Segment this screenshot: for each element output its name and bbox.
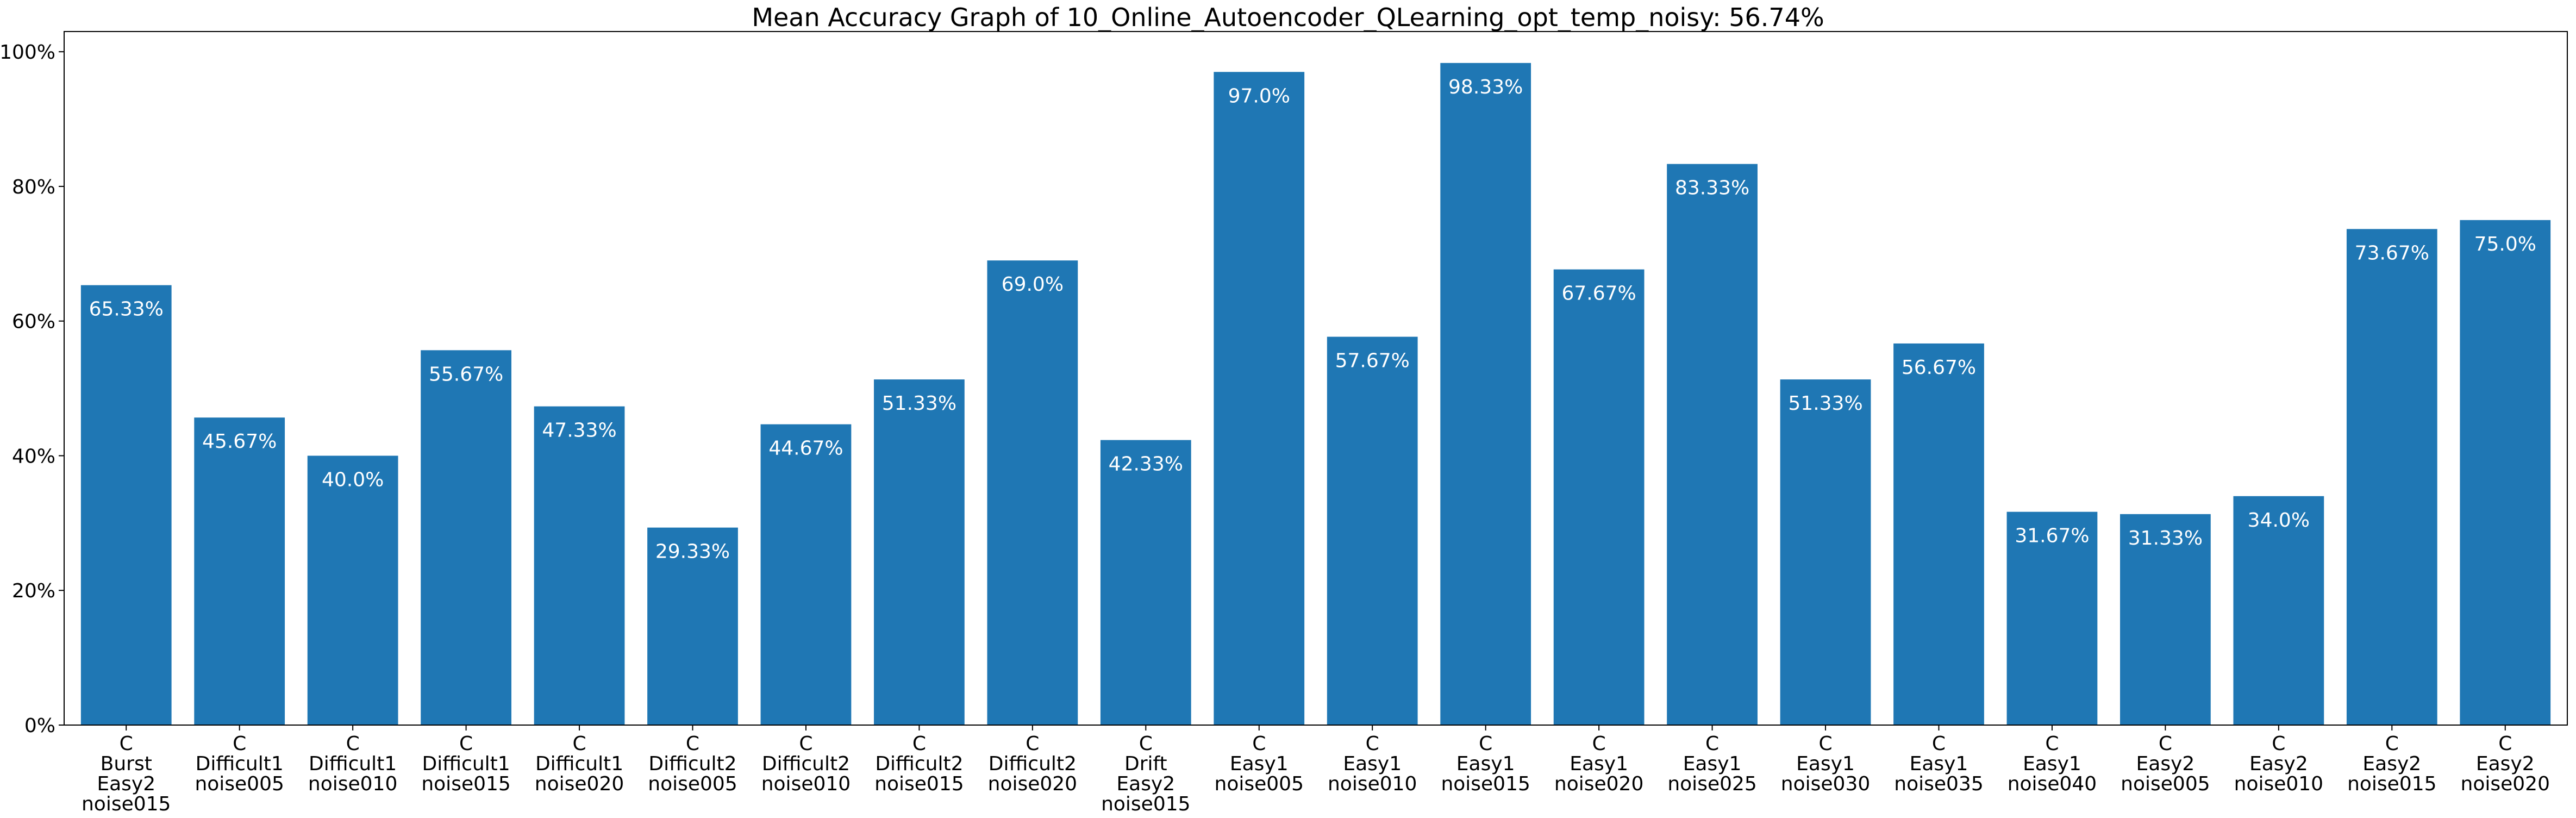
x-tick-label: C Easy2 noise020 <box>2461 733 2550 795</box>
x-tick-label: C Easy2 noise005 <box>2121 733 2210 795</box>
data-label: 34.0% <box>2248 509 2310 532</box>
y-tick-label: 40% <box>12 445 55 467</box>
x-tick-label: C Difficult1 noise005 <box>195 733 284 795</box>
bar <box>987 260 1078 726</box>
x-tick-label: C Difficult1 noise010 <box>308 733 397 795</box>
data-labels-layer: 65.33% 45.67% 40.0% 55.67% 47.33% 29.33% 44.67… <box>89 76 2536 563</box>
x-tick-label: C Difficult2 noise020 <box>988 733 1077 795</box>
x-tick-label: C Easy2 noise010 <box>2234 733 2323 795</box>
data-label: 31.67% <box>2015 525 2089 547</box>
bar <box>760 424 852 725</box>
y-tick-label: 60% <box>12 311 55 333</box>
x-tick-label: C Easy1 noise040 <box>2008 733 2097 795</box>
x-tick-label: C Drift Easy2 noise015 <box>1101 733 1190 815</box>
data-label: 55.67% <box>429 363 503 385</box>
data-label: 56.67% <box>1902 357 1976 379</box>
bar <box>1553 269 1645 725</box>
bar <box>1893 343 1984 725</box>
x-tick-label: C Easy1 noise030 <box>1781 733 1870 795</box>
bar <box>1667 164 1758 725</box>
bar <box>2346 229 2437 725</box>
bar <box>80 285 172 725</box>
bar <box>647 527 738 725</box>
bar <box>421 350 511 725</box>
x-tick-label: C Burst Easy2 noise015 <box>82 733 171 815</box>
bars-layer <box>80 63 2551 726</box>
data-label: 45.67% <box>202 430 277 453</box>
x-tick-label: C Easy1 noise035 <box>1894 733 1983 795</box>
data-label: 83.33% <box>1675 177 1749 199</box>
bar <box>2460 220 2551 725</box>
x-tick-label: C Easy1 noise025 <box>1667 733 1756 795</box>
x-tick-label: C Easy1 noise015 <box>1441 733 1530 795</box>
bar <box>1100 440 1191 725</box>
chart-title: Mean Accuracy Graph of 10_Online_Autoenc… <box>752 3 1824 32</box>
bar <box>1440 63 1531 725</box>
data-label: 47.33% <box>542 420 616 442</box>
y-tick-label: 100% <box>0 41 55 64</box>
data-label: 31.33% <box>2128 527 2203 550</box>
data-label: 73.67% <box>2355 242 2429 264</box>
x-tick-label: C Difficult2 noise015 <box>874 733 964 795</box>
data-label: 57.67% <box>1335 350 1410 372</box>
y-tick-label: 0% <box>24 715 55 737</box>
x-tick-label: C Easy1 noise020 <box>1554 733 1643 795</box>
bar <box>2233 496 2324 725</box>
bar <box>1780 379 1871 725</box>
x-tick-label: C Difficult1 noise020 <box>535 733 624 795</box>
x-tick-label: C Difficult1 noise015 <box>421 733 510 795</box>
x-tick-label: C Difficult2 noise005 <box>648 733 737 795</box>
data-label: 69.0% <box>1002 273 1064 296</box>
bar <box>1214 72 1305 726</box>
bar <box>1327 336 1418 725</box>
bar <box>307 455 398 725</box>
data-label: 75.0% <box>2474 233 2536 255</box>
data-label: 40.0% <box>322 469 384 491</box>
x-axis: C Burst Easy2 noise015 C Difficult1 noise005 C D… <box>82 725 2550 815</box>
x-tick-label: C Difficult2 noise010 <box>761 733 851 795</box>
x-tick-label: C Easy2 noise015 <box>2347 733 2436 795</box>
bar <box>194 417 285 725</box>
x-tick-label: C Easy1 noise005 <box>1215 733 1304 795</box>
data-label: 29.33% <box>655 541 730 563</box>
data-label: 42.33% <box>1109 453 1183 476</box>
data-label: 67.67% <box>1561 283 1636 305</box>
data-label: 51.33% <box>882 392 956 415</box>
bar <box>534 406 625 725</box>
data-label: 51.33% <box>1788 392 1862 415</box>
data-label: 44.67% <box>768 438 843 460</box>
data-label: 65.33% <box>89 298 164 321</box>
y-axis: 0% 20% 40% 60% 80% 100% <box>0 41 64 737</box>
bar <box>2120 514 2211 725</box>
plot-frame <box>64 31 2568 726</box>
data-label: 98.33% <box>1448 76 1523 98</box>
bar <box>874 379 965 725</box>
y-tick-label: 80% <box>12 176 55 198</box>
y-tick-label: 20% <box>12 580 55 602</box>
x-tick-label: C Easy1 noise010 <box>1328 733 1417 795</box>
bar <box>2006 511 2098 725</box>
data-label: 97.0% <box>1228 85 1290 107</box>
